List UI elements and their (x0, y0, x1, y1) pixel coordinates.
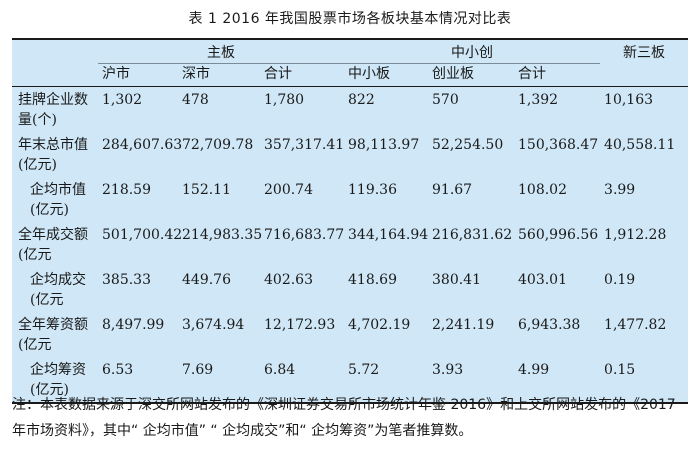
table-cell: 4.99 (514, 357, 601, 404)
table-row: 企均市值(亿元) 218.59 152.11 200.74 119.36 91.67 108… (12, 177, 688, 222)
table-cell: 218.59 (102, 182, 151, 198)
table-cell: 403.01 (518, 272, 567, 288)
table-row: 企均筹资(亿元) 6.53 7.69 6.84 5.72 3.93 4.99 0.15 (12, 357, 689, 404)
column-header-shenzhen: 深市 (178, 63, 260, 87)
group-header-neeq: 新三板 (600, 38, 689, 64)
table-body: 挂牌企业数量(个) 1,302 478 1,780 822 570 1,392 10,163 年… (12, 87, 689, 404)
comparison-table-container: 主板 中小创 新三板 沪市 深市 合计 中小板 创业板 合计 挂牌企业数量(个)… (12, 38, 689, 404)
table-cell: 402.63 (264, 272, 313, 288)
table-cell: 5.72 (344, 357, 428, 404)
table-cell: 4,702.19 (348, 317, 411, 333)
table-title: 表 1 2016 年我国股票市场各板块基本情况对比表 (188, 11, 512, 27)
table-cell: 150,368.47 (518, 137, 599, 153)
row-label: 全年成交额(亿元 (18, 227, 88, 263)
table-cell: 3.93 (428, 357, 514, 404)
table-cell: 357,317.41 (264, 137, 345, 153)
table-row: 企均成交(亿元 385.33 449.76 402.63 418.69 380.41 403… (12, 267, 688, 312)
row-label: 企均市值(亿元) (30, 182, 86, 218)
table-cell: 385.33 (102, 272, 151, 288)
table-cell: 449.76 (182, 272, 231, 288)
group-header-sme-gem: 中小创 (344, 38, 601, 64)
row-label: 企均筹资(亿元) (12, 357, 98, 404)
table-cell: 822 (348, 92, 375, 108)
table-cell: 12,172.93 (264, 317, 336, 333)
row-label: 企均成交(亿元 (30, 272, 86, 308)
table-cell: 98,113.97 (348, 137, 420, 153)
column-header-shanghai: 沪市 (98, 63, 178, 87)
table-cell: 716,683.77 (264, 227, 345, 243)
table-cell: 6,943.38 (518, 317, 581, 333)
table-cell: 119.36 (348, 182, 397, 198)
table-row: 全年筹资额(亿元 8,497.99 3,674.94 12,172.93 4,702.1… (12, 312, 688, 357)
comparison-table: 主板 中小创 新三板 沪市 深市 合计 中小板 创业板 合计 挂牌企业数量(个)… (12, 38, 689, 404)
column-header-sme-board: 中小板 (344, 63, 428, 87)
table-cell: 91.67 (432, 182, 473, 198)
table-cell: 570 (432, 92, 459, 108)
table-cell: 380.41 (432, 272, 481, 288)
table-cell: 6.53 (98, 357, 178, 404)
column-header-neeq-empty (600, 63, 689, 87)
table-cell: 6.84 (260, 357, 344, 404)
table-row: 挂牌企业数量(个) 1,302 478 1,780 822 570 1,392 10,163 (12, 87, 688, 133)
table-cell: 418.69 (348, 272, 397, 288)
table-cell: 52,254.50 (432, 137, 504, 153)
table-cell: 0.15 (600, 357, 689, 404)
table-cell: 72,709.78 (182, 137, 254, 153)
table-cell: 7.69 (178, 357, 260, 404)
table-row: 全年成交额(亿元 501,700.42 214,983.35 716,683.77 34… (12, 222, 688, 267)
table-cell: 108.02 (518, 182, 567, 198)
row-label: 年末总市值(亿元) (18, 137, 88, 173)
table-row: 年末总市值(亿元) 284,607.63 72,709.78 357,317.41 98… (12, 132, 688, 177)
table-cell: 40,558.11 (604, 137, 676, 153)
table-cell: 3,674.94 (182, 317, 245, 333)
table-cell: 478 (182, 92, 209, 108)
table-cell: 2,241.19 (432, 317, 495, 333)
table-cell: 1,477.82 (604, 317, 667, 333)
table-cell: 1,780 (264, 92, 305, 108)
table-cell: 284,607.63 (102, 137, 183, 153)
column-header-chinext: 创业板 (428, 63, 514, 87)
table-cell: 200.74 (264, 182, 313, 198)
column-header-sme-total: 合计 (514, 63, 601, 87)
table-cell: 344,164.94 (348, 227, 429, 243)
table-cell: 214,983.35 (182, 227, 263, 243)
header-corner-sub (12, 63, 98, 87)
table-cell: 3.99 (604, 182, 636, 198)
table-cell: 501,700.42 (102, 227, 183, 243)
table-cell: 1,302 (102, 92, 143, 108)
table-cell: 216,831.62 (432, 227, 513, 243)
row-label: 全年筹资额(亿元 (18, 317, 88, 353)
table-cell: 560,996.56 (518, 227, 599, 243)
column-header-main-total: 合计 (260, 63, 344, 87)
header-corner (12, 38, 98, 64)
table-note: 注：本表数据来源于深交所网站发布的《深圳证券交易所市场统计年鉴 2016》和上交… (12, 397, 676, 439)
table-cell: 1,392 (518, 92, 559, 108)
table-cell: 152.11 (182, 182, 231, 198)
table-cell: 0.19 (604, 272, 636, 288)
table-cell: 8,497.99 (102, 317, 165, 333)
table-cell: 1,912.28 (604, 227, 667, 243)
table-cell: 10,163 (604, 92, 654, 108)
row-label: 挂牌企业数量(个) (18, 92, 88, 128)
group-header-main-board: 主板 (98, 38, 344, 64)
